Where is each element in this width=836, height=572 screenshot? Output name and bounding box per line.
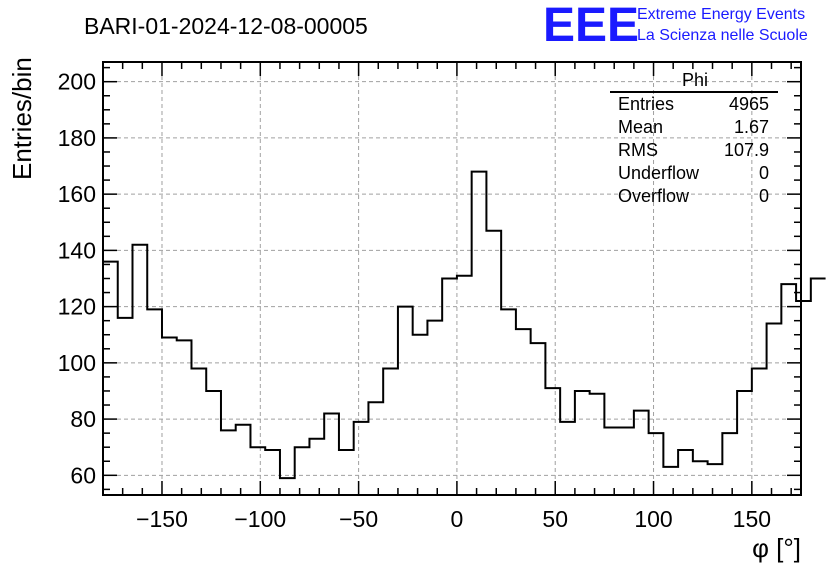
- x-tick-label: 150: [733, 506, 771, 532]
- histogram-bin: [752, 368, 767, 495]
- eee-logo-line1: Extreme Energy Events: [637, 6, 805, 23]
- histogram-bin: [280, 478, 295, 495]
- histogram-bin: [457, 276, 472, 495]
- stats-label-overflow: Overflow: [618, 186, 690, 206]
- x-tick-label: 0: [451, 506, 464, 532]
- stats-value-overflow: 0: [759, 186, 769, 206]
- x-tick-label: 100: [634, 506, 672, 532]
- histogram-bin: [206, 391, 221, 495]
- histogram-bin: [472, 172, 487, 495]
- y-tick-label: 60: [70, 462, 96, 488]
- histogram-bin: [162, 338, 177, 495]
- histogram-bin: [309, 439, 324, 495]
- chart-title: BARI-01-2024-12-08-00005: [84, 13, 368, 39]
- eee-logo-mark: EEE: [543, 0, 639, 52]
- histogram-bin: [250, 447, 265, 495]
- histogram-bin: [339, 450, 354, 495]
- histogram-bin: [427, 321, 442, 495]
- histogram-bin: [295, 447, 310, 495]
- histogram-bin: [531, 343, 546, 495]
- histogram-bin: [781, 284, 796, 495]
- y-tick-label: 180: [58, 125, 96, 151]
- histogram-bin: [398, 307, 413, 495]
- y-tick-label: 80: [70, 406, 96, 432]
- stats-label-entries: Entries: [618, 94, 674, 114]
- stats-label-mean: Mean: [618, 117, 663, 137]
- x-tick-label: −100: [234, 506, 286, 532]
- histogram-bin: [604, 428, 619, 495]
- stats-value-entries: 4965: [729, 94, 769, 114]
- histogram-bin: [103, 262, 118, 495]
- histogram-bin: [575, 391, 590, 495]
- y-axis-title: Entries/bin: [7, 57, 37, 180]
- histogram-bin: [191, 368, 206, 495]
- y-tick-label: 140: [58, 237, 96, 263]
- histogram-bin: [590, 394, 605, 495]
- histogram-bin: [811, 279, 826, 496]
- histogram-bin: [634, 411, 649, 495]
- histogram-bin: [722, 433, 737, 495]
- histogram-bin: [442, 279, 457, 496]
- eee-logo: EEE Extreme Energy Events La Scienza nel…: [543, 0, 808, 52]
- histogram-bin: [383, 368, 398, 495]
- histogram-bin: [221, 430, 236, 495]
- histogram-bin: [737, 391, 752, 495]
- histogram-bin: [118, 318, 133, 495]
- stats-label-underflow: Underflow: [618, 163, 700, 183]
- histogram-bin: [368, 402, 383, 495]
- x-tick-label: −50: [339, 506, 378, 532]
- histogram-bin: [147, 309, 162, 495]
- axis-ticks: [103, 62, 801, 495]
- stats-box-title: Phi: [682, 70, 708, 90]
- tick-labels: −150 −100 −50 0 50 100 150 60 80 100 120 140 160 180 2…: [58, 69, 771, 532]
- histogram-bin: [132, 245, 147, 495]
- x-tick-label: −150: [136, 506, 188, 532]
- histogram-line: [103, 170, 826, 480]
- histogram-bin: [649, 433, 664, 495]
- histogram-bin: [663, 467, 678, 495]
- grid: [103, 62, 801, 495]
- histogram-bin: [619, 428, 634, 495]
- histogram-bin: [177, 340, 192, 495]
- histogram-bin: [796, 301, 811, 495]
- histogram-bin: [265, 450, 280, 495]
- histogram-bin: [708, 464, 723, 495]
- x-tick-label: 50: [542, 506, 568, 532]
- eee-logo-line2: La Scienza nelle Scuole: [637, 27, 808, 44]
- histogram-bin: [413, 335, 428, 495]
- histogram-bin: [501, 309, 516, 495]
- y-tick-label: 120: [58, 294, 96, 320]
- stats-value-underflow: 0: [759, 163, 769, 183]
- y-tick-label: 100: [58, 350, 96, 376]
- histogram-bin: [545, 388, 560, 495]
- y-tick-label: 200: [58, 69, 96, 95]
- histogram-bin: [678, 450, 693, 495]
- histogram-bin: [516, 329, 531, 495]
- histogram-bin: [354, 422, 369, 495]
- histogram-bin: [324, 413, 339, 495]
- stats-label-rms: RMS: [618, 140, 658, 160]
- stats-box: Phi Entries 4965 Mean 1.67 RMS 107.9 Und…: [610, 70, 778, 206]
- histogram-bin: [767, 323, 782, 495]
- stats-value-rms: 107.9: [724, 140, 769, 160]
- x-axis-title: φ [°]: [752, 533, 801, 563]
- histogram-bin: [693, 461, 708, 495]
- histogram-bin: [560, 422, 575, 495]
- histogram-bin: [486, 231, 501, 495]
- histogram-bin: [236, 425, 251, 495]
- histogram-bins: [103, 172, 826, 495]
- y-tick-label: 160: [58, 181, 96, 207]
- stats-value-mean: 1.67: [734, 117, 769, 137]
